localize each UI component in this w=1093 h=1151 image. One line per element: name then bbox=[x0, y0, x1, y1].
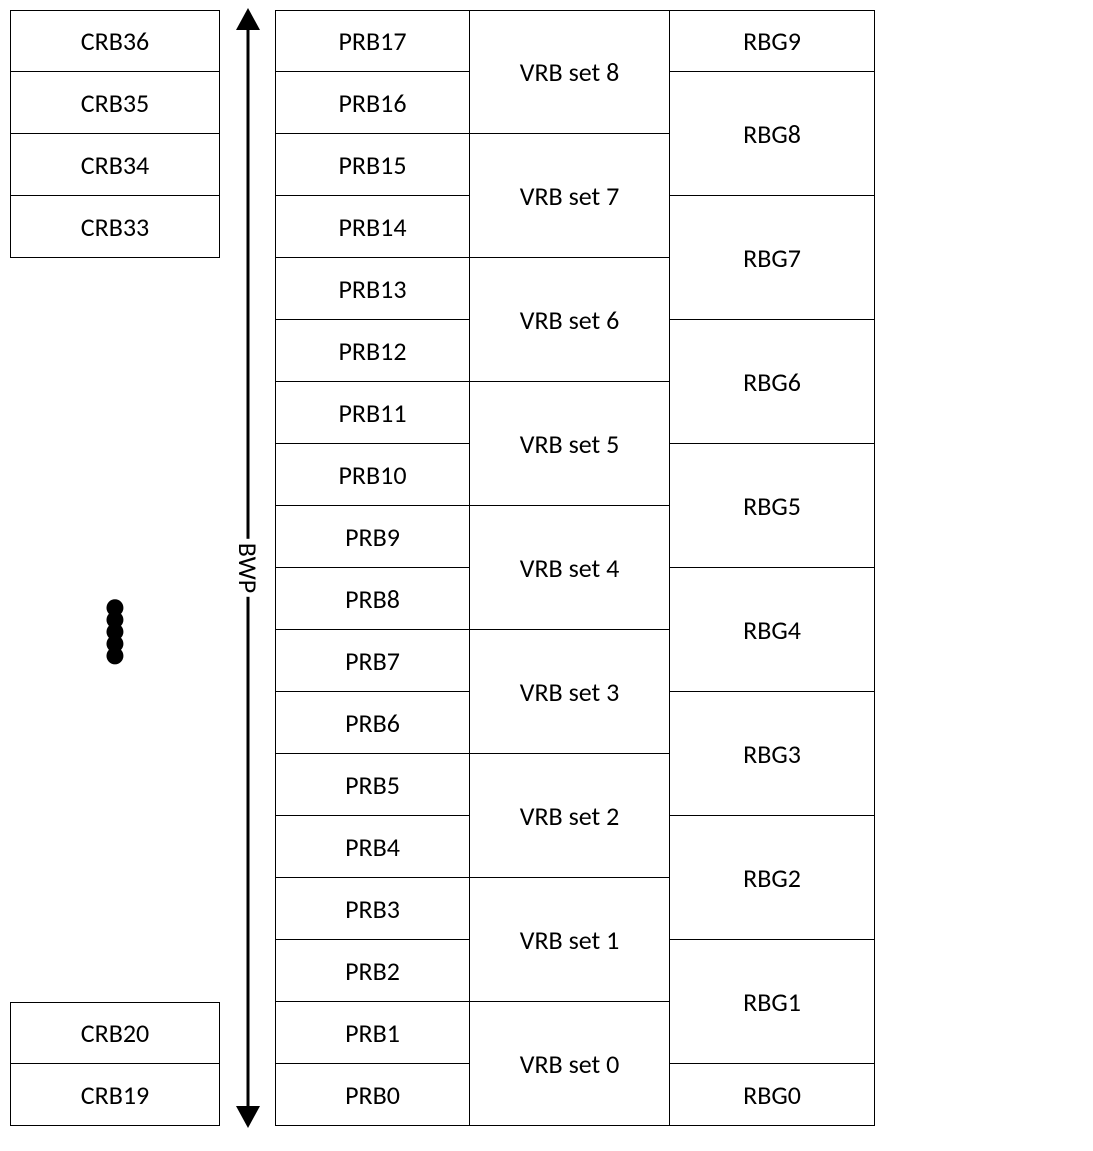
ellipsis-area: ••••• bbox=[10, 258, 220, 1002]
prb-cell: PRB14 bbox=[275, 196, 470, 258]
prb-cell: PRB8 bbox=[275, 568, 470, 630]
vertical-dots-icon: ••••• bbox=[105, 600, 125, 660]
crb-cell: CRB33 bbox=[10, 196, 220, 258]
crb-cell: CRB19 bbox=[10, 1064, 220, 1126]
prb-cell: PRB10 bbox=[275, 444, 470, 506]
rbg-cell: RBG6 bbox=[670, 320, 875, 444]
crb-cell: CRB20 bbox=[10, 1002, 220, 1064]
rbg-column: RBG9 RBG8 RBG7 RBG6 RBG5 RBG4 RBG3 RBG2 … bbox=[670, 10, 875, 1126]
crb-bottom-group: CRB20 CRB19 bbox=[10, 1002, 220, 1126]
rbg-cell: RBG0 bbox=[670, 1064, 875, 1126]
rbg-cell: RBG4 bbox=[670, 568, 875, 692]
vrb-cell: VRB set 6 bbox=[470, 258, 670, 382]
rbg-cell: RBG3 bbox=[670, 692, 875, 816]
bwp-arrow-column: BWP bbox=[220, 10, 275, 1126]
rbg-cell: RBG9 bbox=[670, 10, 875, 72]
vrb-cell: VRB set 0 bbox=[470, 1002, 670, 1126]
vrb-cell: VRB set 7 bbox=[470, 134, 670, 258]
vrb-cell: VRB set 4 bbox=[470, 506, 670, 630]
prb-column: PRB17 PRB16 PRB15 PRB14 PRB13 PRB12 PRB1… bbox=[275, 10, 470, 1126]
crb-column: CRB36 CRB35 CRB34 CRB33 ••••• CRB20 CRB1… bbox=[10, 10, 220, 1126]
rbg-cell: RBG7 bbox=[670, 196, 875, 320]
prb-cell: PRB13 bbox=[275, 258, 470, 320]
rbg-cell: RBG2 bbox=[670, 816, 875, 940]
prb-cell: PRB11 bbox=[275, 382, 470, 444]
arrow-down-icon bbox=[236, 1106, 260, 1128]
prb-cell: PRB15 bbox=[275, 134, 470, 196]
vrb-cell: VRB set 8 bbox=[470, 10, 670, 134]
rbg-cell: RBG1 bbox=[670, 940, 875, 1064]
prb-cell: PRB7 bbox=[275, 630, 470, 692]
diagram-container: CRB36 CRB35 CRB34 CRB33 ••••• CRB20 CRB1… bbox=[10, 10, 1083, 1126]
crb-cell: CRB34 bbox=[10, 134, 220, 196]
prb-cell: PRB2 bbox=[275, 940, 470, 1002]
prb-cell: PRB6 bbox=[275, 692, 470, 754]
prb-cell: PRB16 bbox=[275, 72, 470, 134]
prb-cell: PRB9 bbox=[275, 506, 470, 568]
vrb-cell: VRB set 1 bbox=[470, 878, 670, 1002]
crb-top-group: CRB36 CRB35 CRB34 CRB33 bbox=[10, 10, 220, 258]
prb-cell: PRB17 bbox=[275, 10, 470, 72]
rbg-cell: RBG8 bbox=[670, 72, 875, 196]
vrb-cell: VRB set 2 bbox=[470, 754, 670, 878]
vrb-cell: VRB set 5 bbox=[470, 382, 670, 506]
crb-cell: CRB35 bbox=[10, 72, 220, 134]
prb-cell: PRB4 bbox=[275, 816, 470, 878]
prb-cell: PRB0 bbox=[275, 1064, 470, 1126]
prb-cell: PRB3 bbox=[275, 878, 470, 940]
prb-cell: PRB1 bbox=[275, 1002, 470, 1064]
rbg-cell: RBG5 bbox=[670, 444, 875, 568]
bwp-label: BWP bbox=[232, 539, 264, 597]
vrb-column: VRB set 8 VRB set 7 VRB set 6 VRB set 5 … bbox=[470, 10, 670, 1126]
vrb-cell: VRB set 3 bbox=[470, 630, 670, 754]
prb-cell: PRB12 bbox=[275, 320, 470, 382]
crb-cell: CRB36 bbox=[10, 10, 220, 72]
prb-cell: PRB5 bbox=[275, 754, 470, 816]
